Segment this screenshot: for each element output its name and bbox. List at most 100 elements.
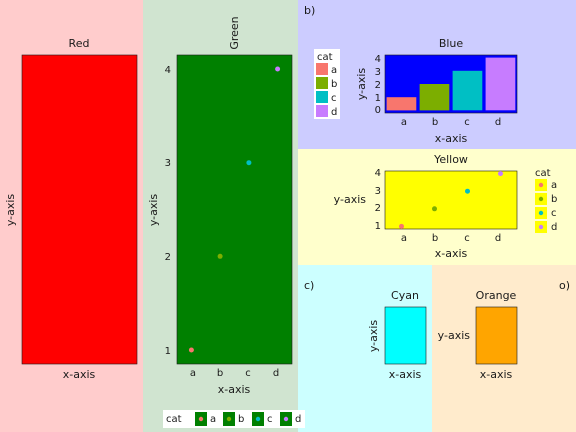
green-points xyxy=(188,66,281,353)
yellow-legend: cat a b c d xyxy=(533,165,567,235)
green-chart: Green 1 2 3 4 a b c d x-axis y-axis cat … xyxy=(147,16,305,428)
yellow-x-tick-label: a xyxy=(401,233,407,244)
yellow-y-tick-label: 3 xyxy=(375,186,381,197)
yellow-legend-title: cat xyxy=(535,168,551,179)
green-legend-key: c xyxy=(252,412,273,426)
green-legend-title: cat xyxy=(166,414,182,425)
blue-legend-title: cat xyxy=(317,52,333,63)
blue-x-tick-label: a xyxy=(401,117,407,128)
yellow-y-ticks: 1 2 3 4 xyxy=(375,168,381,232)
yellow-x-axis-label: x-axis xyxy=(435,247,468,260)
green-plot-area xyxy=(176,54,293,365)
green-legend-label: c xyxy=(267,414,273,425)
green-legend-dot-b xyxy=(226,416,232,422)
blue-x-ticks: a b c d xyxy=(401,117,501,128)
green-y-tick-label: 1 xyxy=(165,346,171,357)
yellow-title: Yellow xyxy=(433,153,468,166)
blue-legend-label: c xyxy=(331,93,337,104)
blue-x-tick-label: b xyxy=(432,117,438,128)
blue-y-tick-label: 4 xyxy=(375,54,381,65)
green-legend-dot-d xyxy=(283,416,289,422)
yellow-legend-label: d xyxy=(551,222,557,233)
blue-x-tick-label: c xyxy=(464,117,470,128)
green-x-tick-label: b xyxy=(217,368,223,379)
yellow-y-tick-label: 1 xyxy=(375,221,381,232)
cyan-x-axis-label: x-axis xyxy=(389,368,422,381)
yellow-y-tick-label: 4 xyxy=(375,168,381,179)
red-x-axis-label: x-axis xyxy=(63,368,96,381)
yellow-legend-dot-a xyxy=(538,182,544,188)
red-chart: Red x-axis y-axis xyxy=(4,37,138,381)
yellow-point-b xyxy=(432,206,437,212)
blue-bar-a xyxy=(386,97,417,111)
green-y-ticks: 1 2 3 4 xyxy=(165,65,171,357)
blue-y-ticks: 0 1 2 3 4 xyxy=(375,54,381,116)
blue-legend-label: b xyxy=(331,79,337,90)
green-legend-key: a xyxy=(195,412,216,426)
blue-y-tick-label: 1 xyxy=(375,93,381,104)
yellow-x-tick-label: c xyxy=(464,233,470,244)
yellow-point-d xyxy=(498,171,503,177)
yellow-plot-area xyxy=(384,170,518,230)
blue-bars xyxy=(386,57,516,111)
blue-title: Blue xyxy=(439,37,464,50)
cyan-chart: c) Cyan x-axis y-axis xyxy=(304,279,427,381)
blue-y-tick-label: 0 xyxy=(375,105,381,116)
cyan-panel-tag: c) xyxy=(304,279,314,292)
green-y-axis-label: y-axis xyxy=(147,194,160,227)
yellow-legend-label: b xyxy=(551,194,557,205)
cyan-y-axis-label: y-axis xyxy=(367,320,380,353)
green-point-d xyxy=(275,66,281,72)
blue-legend-swatch-b xyxy=(316,77,328,89)
green-legend-key: b xyxy=(223,412,244,426)
yellow-legend-dot-b xyxy=(538,196,544,202)
blue-bar-c xyxy=(452,70,483,111)
orange-panel-tag: o) xyxy=(559,279,570,292)
yellow-y-axis-label: y-axis xyxy=(334,193,367,206)
yellow-x-tick-label: d xyxy=(495,233,501,244)
green-y-tick-label: 4 xyxy=(165,65,171,76)
orange-y-axis-label: y-axis xyxy=(438,329,471,342)
yellow-x-ticks: a b c d xyxy=(401,233,501,244)
yellow-legend-label: c xyxy=(551,208,557,219)
green-x-tick-label: c xyxy=(245,368,251,379)
blue-x-tick-label: d xyxy=(495,117,501,128)
yellow-legend-label: a xyxy=(551,180,557,191)
blue-legend-swatch-c xyxy=(316,91,328,103)
green-x-axis-label: x-axis xyxy=(218,383,251,396)
yellow-y-tick-label: 2 xyxy=(375,203,381,214)
blue-y-tick-label: 3 xyxy=(375,67,381,78)
green-legend: cat a b c d xyxy=(163,410,305,428)
blue-legend-label: a xyxy=(331,65,337,76)
green-point-a xyxy=(188,347,194,353)
blue-chart: b) Blue 0 1 2 3 4 a b c d x-axis y-axis … xyxy=(304,4,518,145)
green-title: Green xyxy=(228,16,241,49)
blue-bar-b xyxy=(419,84,450,111)
green-legend-key: d xyxy=(280,412,301,426)
yellow-legend-dot-c xyxy=(538,210,544,216)
green-x-tick-label: a xyxy=(190,368,196,379)
cyan-plot-area xyxy=(384,306,427,365)
green-legend-dot-c xyxy=(255,416,261,422)
blue-legend-label: d xyxy=(331,107,337,118)
green-legend-label: b xyxy=(238,414,244,425)
yellow-points xyxy=(399,171,503,229)
green-y-tick-label: 2 xyxy=(165,252,171,263)
cyan-title: Cyan xyxy=(391,289,419,302)
green-point-c xyxy=(246,160,252,166)
yellow-point-a xyxy=(399,223,404,229)
yellow-point-c xyxy=(465,188,470,194)
orange-title: Orange xyxy=(476,289,517,302)
blue-y-axis-label: y-axis xyxy=(355,68,368,101)
green-x-ticks: a b c d xyxy=(190,368,279,379)
orange-chart: o) Orange x-axis y-axis xyxy=(438,279,570,381)
orange-x-axis-label: x-axis xyxy=(480,368,513,381)
blue-legend-swatch-d xyxy=(316,105,328,117)
blue-bar-d xyxy=(485,57,516,111)
orange-plot-area xyxy=(475,306,518,365)
green-x-tick-label: d xyxy=(273,368,279,379)
blue-legend-swatch-a xyxy=(316,63,328,75)
red-y-axis-label: y-axis xyxy=(4,194,17,227)
green-point-b xyxy=(217,253,223,259)
